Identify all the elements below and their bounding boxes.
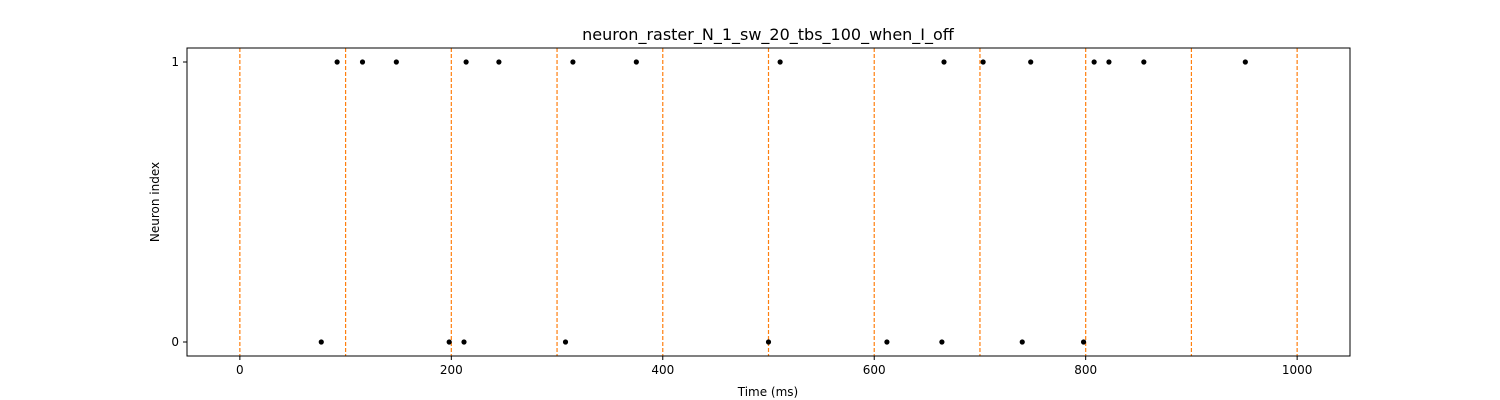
- y-tick-label: 0: [171, 335, 179, 349]
- spike-point: [1028, 59, 1034, 65]
- x-axis-label: Time (ms): [737, 385, 799, 399]
- spike-point: [1106, 59, 1112, 65]
- spike-point: [1080, 339, 1087, 345]
- spike-point: [359, 59, 366, 65]
- spike-point: [1242, 59, 1248, 65]
- spike-point: [393, 59, 399, 65]
- x-tick-label: 1000: [1282, 363, 1313, 377]
- spike-markers: [318, 59, 1248, 345]
- y-tick-label: 1: [171, 55, 179, 69]
- spike-point: [461, 339, 467, 345]
- spike-point: [1141, 59, 1147, 65]
- spike-point: [334, 59, 340, 65]
- spike-point: [446, 339, 452, 345]
- x-tick-label: 200: [440, 363, 463, 377]
- spike-point: [980, 59, 986, 65]
- x-tick-label: 800: [1074, 363, 1097, 377]
- y-axis: 01: [171, 55, 187, 349]
- x-tick-label: 400: [651, 363, 674, 377]
- x-tick-label: 600: [863, 363, 886, 377]
- x-tick-label: 0: [236, 363, 244, 377]
- spike-point: [777, 59, 783, 65]
- plot-frame: [186, 47, 1351, 357]
- spike-point: [562, 339, 569, 345]
- spike-point: [1019, 339, 1025, 345]
- spike-point: [318, 339, 324, 345]
- boundary-lines: [239, 48, 1298, 356]
- spike-point: [570, 59, 576, 65]
- chart-title: neuron_raster_N_1_sw_20_tbs_100_when_I_o…: [582, 25, 955, 45]
- spike-point: [1091, 59, 1097, 65]
- spike-point: [633, 59, 639, 65]
- spike-point: [941, 59, 947, 65]
- spike-point: [765, 339, 772, 345]
- spike-point: [884, 339, 890, 345]
- spike-point: [939, 339, 945, 345]
- spike-point: [496, 59, 502, 65]
- spike-point: [463, 59, 469, 65]
- y-axis-label: Neuron index: [148, 162, 162, 242]
- x-axis: 0 200 400 600 800 1000: [236, 356, 1312, 377]
